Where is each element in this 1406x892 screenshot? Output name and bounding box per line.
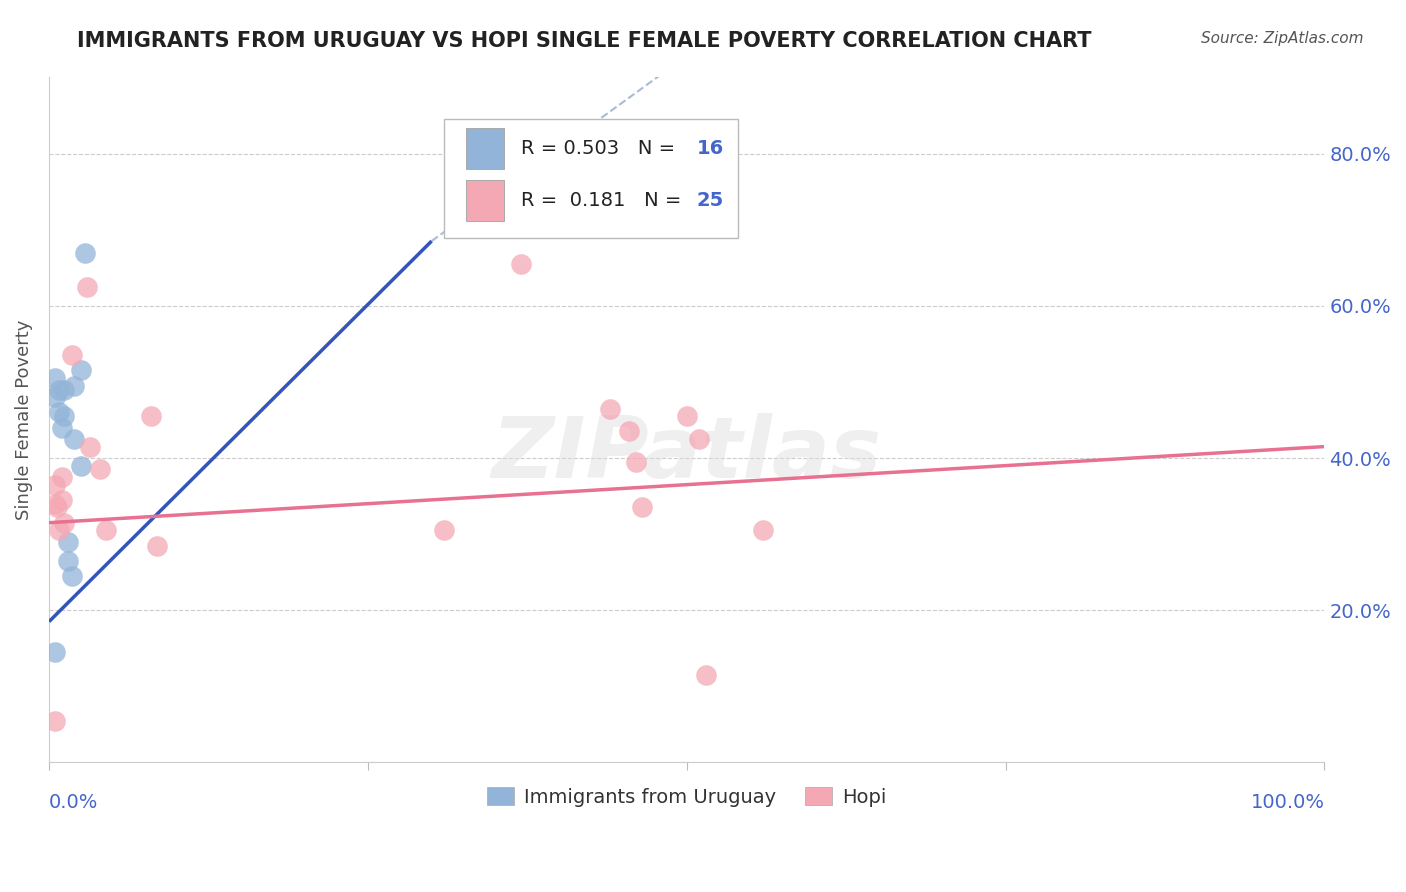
Point (51, 492, 73, 507)
Point (44, 371, 66, 385)
Text: ZIPatlas: ZIPatlas (492, 413, 882, 496)
Point (89, 462, 111, 476)
Point (752, 524, 775, 538)
Point (45, 500, 67, 515)
Point (146, 539, 169, 553)
Text: 16: 16 (697, 139, 724, 159)
Point (631, 500, 654, 515)
Point (70, 363, 93, 377)
Point (509, 257, 531, 271)
Point (63, 378, 86, 392)
Point (48, 524, 70, 538)
Bar (465, 128, 505, 169)
Point (139, 409, 162, 424)
Point (60, 569, 83, 583)
Text: Source: ZipAtlas.com: Source: ZipAtlas.com (1201, 31, 1364, 46)
Point (60, 348, 83, 362)
Point (619, 425, 641, 439)
Point (53, 516, 76, 530)
Point (48, 383, 70, 397)
Point (79, 440, 101, 454)
Point (76, 279, 98, 293)
Point (53, 383, 76, 397)
Text: 100.0%: 100.0% (1250, 793, 1324, 813)
Point (63, 432, 86, 446)
Text: R = 0.503   N =: R = 0.503 N = (520, 139, 682, 159)
FancyBboxPatch shape (444, 119, 738, 238)
Point (624, 455, 647, 469)
Point (51, 420, 73, 434)
Point (73, 245, 96, 260)
Text: R =  0.181   N =: R = 0.181 N = (520, 192, 688, 211)
Legend: Immigrants from Uruguay, Hopi: Immigrants from Uruguay, Hopi (479, 779, 894, 814)
Point (44, 645, 66, 659)
Point (51, 470, 73, 484)
Point (48, 405, 70, 419)
Point (44, 497, 66, 511)
Point (56, 554, 79, 568)
Point (695, 668, 717, 682)
Point (56, 534, 79, 549)
Point (688, 432, 710, 446)
Text: IMMIGRANTS FROM URUGUAY VS HOPI SINGLE FEMALE POVERTY CORRELATION CHART: IMMIGRANTS FROM URUGUAY VS HOPI SINGLE F… (77, 31, 1092, 51)
Point (70, 458, 93, 473)
Point (675, 409, 697, 424)
Point (44, 477, 66, 491)
Point (53, 409, 76, 424)
Point (96, 524, 118, 538)
Point (433, 524, 456, 538)
Bar (465, 180, 505, 221)
Text: 0.0%: 0.0% (49, 793, 98, 813)
Point (44, 714, 66, 728)
Point (44, 390, 66, 404)
Point (599, 401, 621, 416)
Text: 25: 25 (697, 192, 724, 211)
Y-axis label: Single Female Poverty: Single Female Poverty (15, 319, 32, 520)
